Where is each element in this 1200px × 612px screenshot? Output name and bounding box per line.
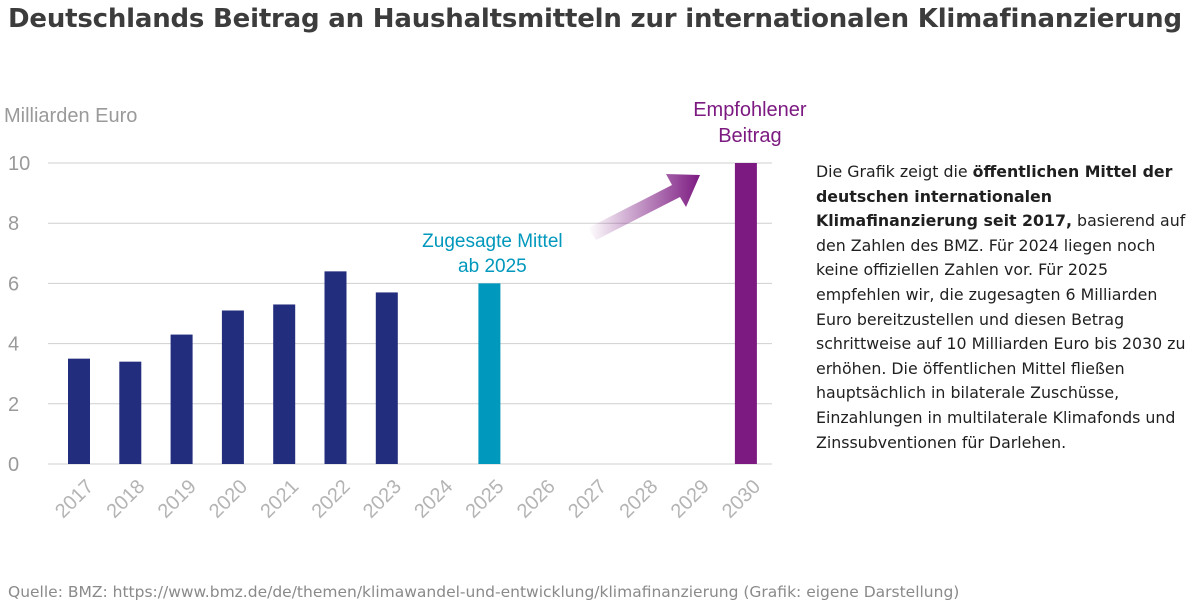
description-bold: öffentlichen Mittel der deutschen intern… <box>816 162 1173 231</box>
x-tick-label: 2027 <box>564 476 611 523</box>
chart-title: Deutschlands Beitrag an Haushaltsmitteln… <box>8 4 1182 34</box>
annotation-label: Beitrag <box>718 125 781 147</box>
bar <box>221 310 244 464</box>
y-tick-label: 2 <box>8 394 19 416</box>
x-tick-label: 2028 <box>615 476 662 523</box>
trend-arrow-icon <box>588 174 700 240</box>
source-note: Quelle: BMZ: https://www.bmz.de/de/theme… <box>8 583 960 601</box>
annotations: Zugesagte Mittel ab 2025 Empfohlener Beitra… <box>422 99 807 277</box>
chart-description: Die Grafik zeigt die öffentlichen Mittel… <box>816 160 1192 455</box>
y-tick-label: 8 <box>8 213 19 235</box>
bar <box>68 358 90 464</box>
x-tick-label: 2025 <box>462 476 509 523</box>
x-tick-label: 2019 <box>154 476 201 523</box>
y-tick-label: 0 <box>8 454 19 476</box>
y-tick-label: 4 <box>8 334 19 356</box>
annotation-label: Zugesagte Mittel <box>422 231 562 252</box>
x-tick-label: 2029 <box>667 476 714 523</box>
description-suffix: basierend auf den Zahlen des BMZ. Für 20… <box>816 211 1186 452</box>
y-tick-label: 10 <box>8 153 30 175</box>
y-axis-ticks: 0 2 4 6 8 10 <box>8 153 30 476</box>
bar <box>375 292 398 464</box>
x-tick-label: 2021 <box>256 476 303 523</box>
description-prefix: Die Grafik zeigt die <box>816 162 973 181</box>
x-tick-label: 2018 <box>102 476 149 523</box>
annotation-label: Empfohlener <box>693 99 807 121</box>
x-tick-label: 2030 <box>718 476 765 523</box>
x-tick-label: 2022 <box>308 476 355 523</box>
bar <box>324 271 347 464</box>
annotation-label: ab 2025 <box>458 256 527 277</box>
x-axis-ticks: 2017 2018 2019 2020 2021 2022 2023 2024 2025 2026… <box>51 476 765 523</box>
x-tick-label: 2024 <box>410 476 457 523</box>
bars <box>68 163 757 464</box>
bar <box>734 163 757 464</box>
x-tick-label: 2020 <box>205 476 252 523</box>
gridlines <box>48 162 772 465</box>
y-axis-label: Milliarden Euro <box>4 105 137 127</box>
x-tick-label: 2023 <box>359 476 406 523</box>
bar <box>273 304 296 464</box>
bar <box>478 283 501 464</box>
x-tick-label: 2026 <box>513 476 560 523</box>
y-tick-label: 6 <box>8 273 19 295</box>
bar <box>170 334 193 464</box>
bar <box>119 361 142 464</box>
x-tick-label: 2017 <box>51 476 98 523</box>
